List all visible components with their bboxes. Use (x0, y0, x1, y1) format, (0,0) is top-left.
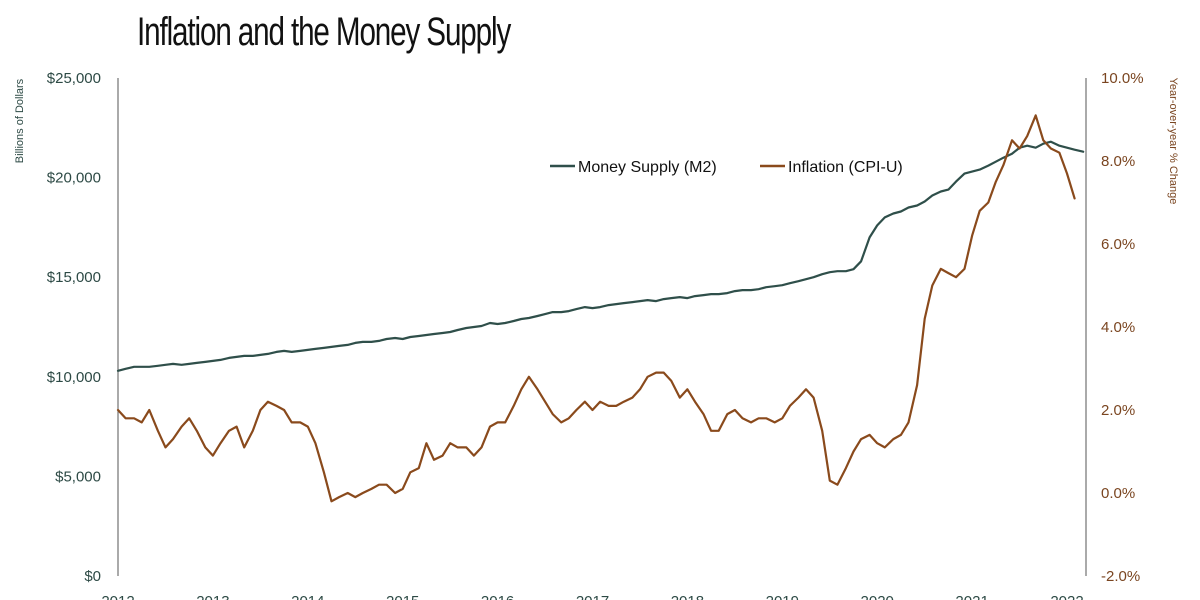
legend-inflation-label: Inflation (CPI-U) (788, 159, 903, 176)
x-tick-label: 2017 (576, 593, 609, 600)
left-tick-label: $20,000 (47, 170, 101, 187)
x-tick-label: 2014 (291, 593, 324, 600)
right-tick-label: 4.0% (1101, 319, 1135, 336)
x-tick-label: 2020 (861, 593, 894, 600)
right-axis-title: Year-over-year % Change (1167, 78, 1179, 205)
left-tick-label: $10,000 (47, 369, 101, 386)
right-tick-label: 2.0% (1101, 402, 1135, 419)
left-tick-label: $25,000 (47, 70, 101, 87)
right-tick-label: 0.0% (1101, 485, 1135, 502)
plot-lines (116, 114, 1085, 503)
left-tick-label: $15,000 (47, 269, 101, 286)
right-tick-label: 10.0% (1101, 70, 1144, 87)
left-tick-label: $0 (84, 568, 101, 585)
x-tick-label: 2018 (671, 593, 704, 600)
inflation-line (116, 114, 1076, 503)
x-tick-label: 2022 (1050, 593, 1083, 600)
axes: $0 $5,000 $10,000 $15,000 $20,000 $25,000 -2.0… (47, 70, 1144, 600)
x-tick-label: 2012 (101, 593, 134, 600)
right-tick-label: -2.0% (1101, 568, 1140, 585)
right-tick-label: 8.0% (1101, 153, 1135, 170)
right-tick-label: 6.0% (1101, 236, 1135, 253)
x-tick-label: 2013 (196, 593, 229, 600)
x-tick-label: 2019 (766, 593, 799, 600)
x-tick-label: 2015 (386, 593, 419, 600)
money-supply-line (116, 140, 1085, 372)
left-axis-title: Billions of Dollars (14, 78, 26, 163)
chart-title: Inflation and the Money Supply (137, 10, 511, 54)
legend: Money Supply (M2) Inflation (CPI-U) (550, 159, 903, 176)
x-tick-label: 2021 (955, 593, 988, 600)
x-tick-label: 2016 (481, 593, 514, 600)
left-tick-label: $5,000 (55, 468, 101, 485)
legend-money-supply-label: Money Supply (M2) (578, 159, 717, 176)
